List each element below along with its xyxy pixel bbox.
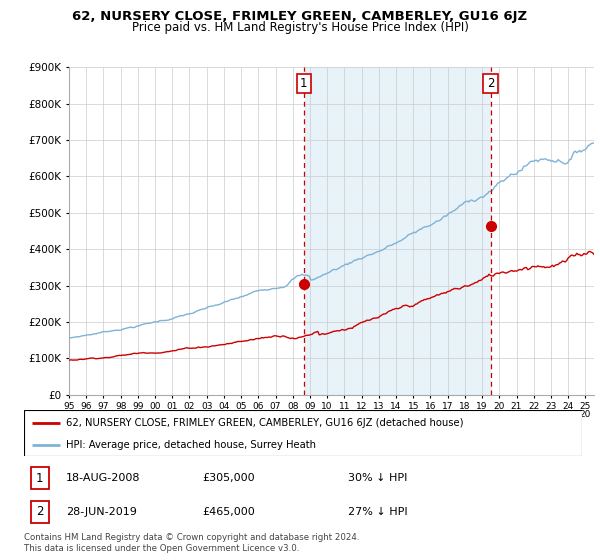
Text: HPI: Average price, detached house, Surrey Heath: HPI: Average price, detached house, Surr… (66, 440, 316, 450)
Bar (31, 467, 49, 489)
Text: £465,000: £465,000 (203, 507, 256, 517)
Text: 30% ↓ HPI: 30% ↓ HPI (347, 473, 407, 483)
Bar (31, 501, 49, 523)
Text: 1: 1 (300, 77, 307, 90)
Text: 62, NURSERY CLOSE, FRIMLEY GREEN, CAMBERLEY, GU16 6JZ: 62, NURSERY CLOSE, FRIMLEY GREEN, CAMBER… (73, 10, 527, 22)
Text: 18-AUG-2008: 18-AUG-2008 (66, 473, 140, 483)
Text: 2: 2 (36, 505, 43, 518)
Text: £305,000: £305,000 (203, 473, 255, 483)
Text: 62, NURSERY CLOSE, FRIMLEY GREEN, CAMBERLEY, GU16 6JZ (detached house): 62, NURSERY CLOSE, FRIMLEY GREEN, CAMBER… (66, 418, 463, 428)
Text: 2: 2 (487, 77, 494, 90)
Text: 27% ↓ HPI: 27% ↓ HPI (347, 507, 407, 517)
Text: 28-JUN-2019: 28-JUN-2019 (66, 507, 137, 517)
Text: Price paid vs. HM Land Registry's House Price Index (HPI): Price paid vs. HM Land Registry's House … (131, 21, 469, 34)
Text: 1: 1 (36, 472, 43, 484)
Text: Contains HM Land Registry data © Crown copyright and database right 2024.
This d: Contains HM Land Registry data © Crown c… (24, 533, 359, 553)
